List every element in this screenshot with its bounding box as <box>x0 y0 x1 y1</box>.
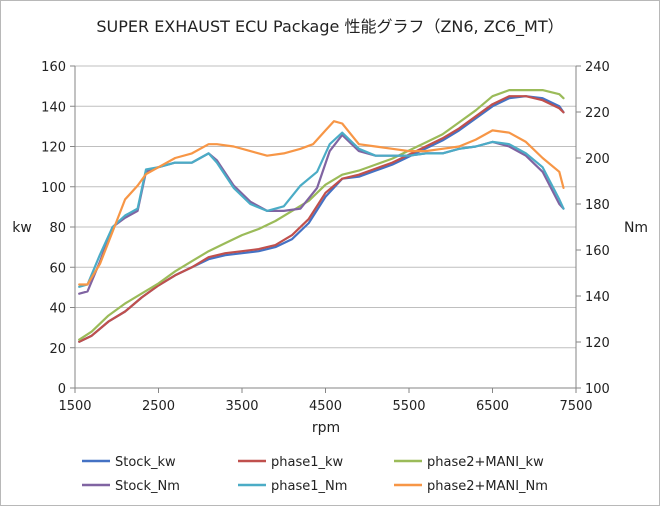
y-right-tick-label: 220 <box>585 106 610 121</box>
legend-label: phase2+MANI_kw <box>427 455 544 470</box>
series-line-phase1-nm <box>78 131 565 288</box>
series-lines <box>78 88 565 343</box>
x-tick-label: 4500 <box>309 399 342 414</box>
axes <box>70 65 581 393</box>
y-right-tick-label: 160 <box>585 244 610 259</box>
legend-label: phase1_Nm <box>271 479 347 494</box>
y-left-tick-label: 60 <box>49 261 66 276</box>
y-left-tick-label: 160 <box>41 60 66 75</box>
x-tick-label: 5500 <box>392 399 425 414</box>
y-left-tick-labels: 0 20 40 60 80 100 120 140 160 <box>41 60 66 397</box>
x-tick-labels: 1500 2500 3500 4500 5500 6500 7500 <box>58 399 592 414</box>
y-left-tick-label: 40 <box>49 302 66 317</box>
x-tick-label: 1500 <box>58 399 91 414</box>
series-line-phase1-kw <box>78 95 565 343</box>
y-right-tick-label: 100 <box>585 382 610 397</box>
y-right-tick-label: 140 <box>585 290 610 305</box>
series-line-phase2-mani-kw <box>78 88 565 341</box>
x-axis-label: rpm <box>312 420 340 436</box>
x-tick-label: 6500 <box>476 399 509 414</box>
y-right-tick-labels: 100 120 140 160 180 200 220 240 <box>585 60 610 397</box>
legend: Stock_kw phase1_kw phase2+MANI_kw Stock_Nm p… <box>82 455 548 494</box>
series-line-stock-nm <box>78 133 565 295</box>
y-left-tick-label: 0 <box>58 382 66 397</box>
gridlines <box>75 65 576 349</box>
y-right-tick-label: 200 <box>585 152 610 167</box>
y-left-axis-label: kw <box>12 220 32 236</box>
x-tick-label: 2500 <box>142 399 175 414</box>
y-right-axis-label: Nm <box>624 220 648 236</box>
y-right-tick-label: 240 <box>585 60 610 75</box>
x-tick-label: 7500 <box>559 399 592 414</box>
y-left-tick-label: 80 <box>49 221 66 236</box>
series-line-phase2-mani-nm <box>78 120 565 286</box>
y-left-tick-label: 100 <box>41 181 66 196</box>
y-right-tick-label: 120 <box>585 336 610 351</box>
x-tick-label: 3500 <box>225 399 258 414</box>
legend-label: Stock_Nm <box>115 479 180 494</box>
y-right-tick-label: 180 <box>585 198 610 213</box>
chart-title: SUPER EXHAUST ECU Package 性能グラフ（ZN6, ZC6… <box>96 17 563 37</box>
series-line-stock-kw <box>78 95 565 343</box>
legend-label: phase2+MANI_Nm <box>427 479 548 494</box>
y-left-tick-label: 120 <box>41 141 66 156</box>
legend-label: phase1_kw <box>271 455 344 470</box>
y-left-tick-label: 140 <box>41 100 66 115</box>
y-left-tick-label: 20 <box>49 342 66 357</box>
legend-label: Stock_kw <box>115 455 176 470</box>
